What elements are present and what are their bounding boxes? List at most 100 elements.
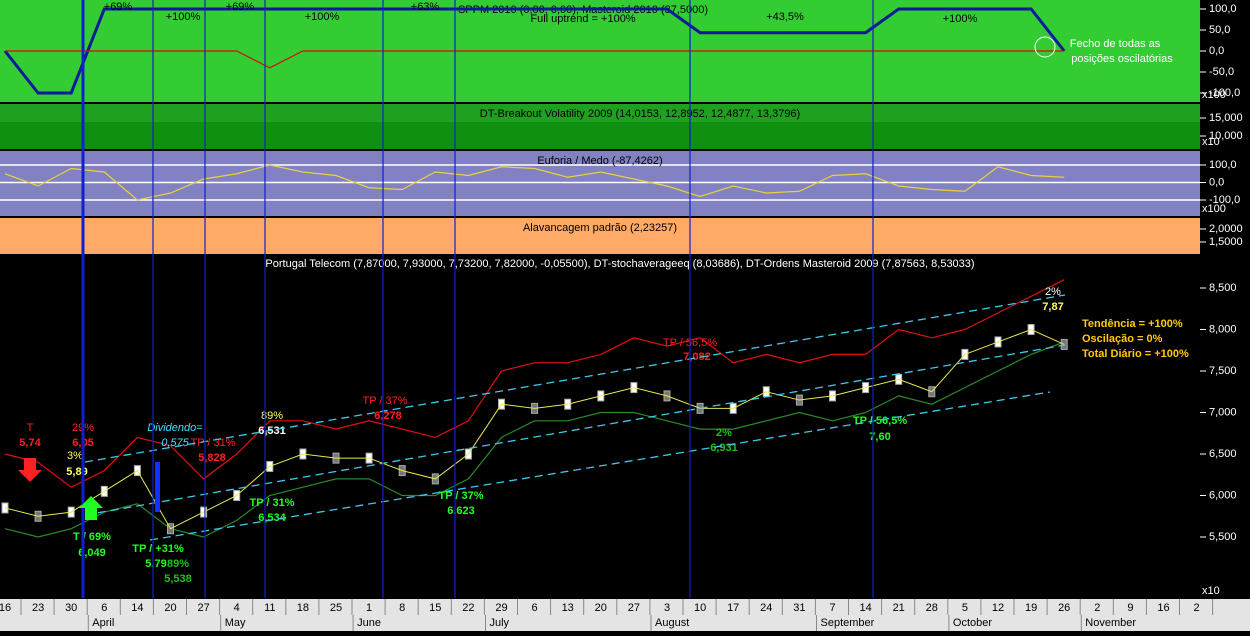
x-tick-label: 20 (595, 602, 607, 614)
y-tick-label: -50,0 (1209, 66, 1234, 78)
annotation: 7,60 (869, 431, 890, 443)
x-tick-label: 14 (859, 602, 871, 614)
x-tick-label: 10 (694, 602, 706, 614)
sell-arrow (18, 458, 42, 482)
month-label: June (357, 617, 381, 629)
annotation: 6,623 (447, 505, 475, 517)
x-tick-label: 17 (727, 602, 739, 614)
annotation: TP / 56,5% (853, 415, 907, 427)
y-tick-label: 8,000 (1209, 323, 1237, 335)
series-line (4, 164, 1065, 201)
x-tick-label: 29 (495, 602, 507, 614)
annotation: 5,74 (19, 437, 41, 449)
y-tick-label: 7,000 (1209, 406, 1237, 418)
annotation: +43,5% (766, 11, 804, 23)
x-tick-label: 27 (197, 602, 209, 614)
y-tick-label: 10,000 (1209, 130, 1243, 142)
series-line (3, 7, 1066, 95)
annotation: Fecho de todas as (1070, 38, 1161, 50)
month-label: July (490, 617, 510, 629)
x-tick-label: 28 (926, 602, 938, 614)
annotation: 3% (67, 450, 83, 462)
annotation: 6,049 (78, 547, 106, 559)
y-tick-label: 7,500 (1209, 365, 1237, 377)
x-tick-label: 16 (1157, 602, 1169, 614)
y-tick-label: 15,000 (1209, 112, 1243, 124)
y-tick-label: 5,500 (1209, 531, 1237, 543)
summary: Tendência = +100% (1082, 318, 1183, 330)
annotation: 89% (167, 558, 189, 570)
x-tick-label: 31 (793, 602, 805, 614)
x-tick-label: 30 (65, 602, 77, 614)
panel-subtitle: Full uptrend = +100% (530, 13, 635, 25)
x-tick-label: 7 (829, 602, 835, 614)
x-tick-label: 3 (664, 602, 670, 614)
month-label: April (92, 617, 114, 629)
month-label: May (225, 617, 246, 629)
scale-label: x10 (1202, 136, 1220, 148)
x-tick-label: 14 (131, 602, 143, 614)
annotation: 2% (1045, 286, 1061, 298)
month-label: August (655, 617, 689, 629)
x-tick-label: 12 (992, 602, 1004, 614)
x-tick-label: 20 (164, 602, 176, 614)
y-tick-label: -100,0 (1209, 194, 1240, 206)
panel-title: Portugal Telecom (7,87000, 7,93000, 7,73… (265, 258, 974, 270)
y-tick-label: 6,000 (1209, 489, 1237, 501)
summary: Total Diário = +100% (1082, 348, 1189, 360)
month-label: November (1085, 617, 1136, 629)
marker-circle (1034, 36, 1056, 58)
x-tick-label: 22 (462, 602, 474, 614)
panel-background (0, 218, 1200, 254)
x-tick-label: 13 (562, 602, 574, 614)
annotation: 5,828 (198, 452, 226, 464)
month-label: September (821, 617, 875, 629)
x-tick-label: 25 (330, 602, 342, 614)
annotation: +100% (305, 11, 340, 23)
annotation: TP / +31% (132, 543, 184, 555)
scale-label: x10 (1202, 585, 1220, 597)
x-tick-label: 24 (760, 602, 772, 614)
x-tick-label: 6 (532, 602, 538, 614)
channel-line (149, 391, 1051, 541)
y-tick-label: 0,0 (1209, 45, 1224, 57)
annotation: 7,082 (683, 351, 711, 363)
annotation: +100% (166, 11, 201, 23)
y-tick-label: 8,500 (1209, 282, 1237, 294)
x-tick-label: 1 (366, 602, 372, 614)
annotation: 5,538 (164, 573, 192, 585)
axis-background (1200, 0, 1250, 599)
panel-band (0, 122, 1200, 149)
x-tick-label: 2 (1194, 602, 1200, 614)
x-tick-label: 15 (429, 602, 441, 614)
x-axis-background (0, 599, 1250, 631)
buy-arrow (79, 496, 103, 520)
panel-title: Euforia / Medo (-87,4262) (537, 155, 662, 167)
series-line (4, 341, 1065, 538)
x-tick-label: 21 (893, 602, 905, 614)
x-tick-label: 27 (628, 602, 640, 614)
x-tick-label: 8 (399, 602, 405, 614)
annotation: 6,278 (374, 410, 402, 422)
annotation: 2% (716, 427, 732, 439)
x-tick-label: 18 (297, 602, 309, 614)
annotation: TP / 37% (362, 395, 407, 407)
scale-label: x100 (1202, 203, 1226, 215)
month-label: October (953, 617, 992, 629)
y-tick-label: 0,0 (1209, 176, 1224, 188)
annotation: TP / 31% (249, 497, 294, 509)
x-tick-label: 16 (0, 602, 11, 614)
channel-line (84, 294, 1066, 463)
annotation: T (27, 422, 34, 434)
x-tick-label: 11 (264, 602, 275, 614)
annotation: +69% (104, 1, 133, 13)
x-tick-label: 19 (1025, 602, 1037, 614)
annotation: T / 69% (73, 531, 111, 543)
annotation: 7,87 (1042, 301, 1063, 313)
x-tick-label: 26 (1058, 602, 1070, 614)
x-tick-label: 6 (101, 602, 107, 614)
y-tick-label: 100,0 (1209, 159, 1237, 171)
annotation: +69% (226, 1, 255, 13)
panel-background (0, 151, 1200, 216)
